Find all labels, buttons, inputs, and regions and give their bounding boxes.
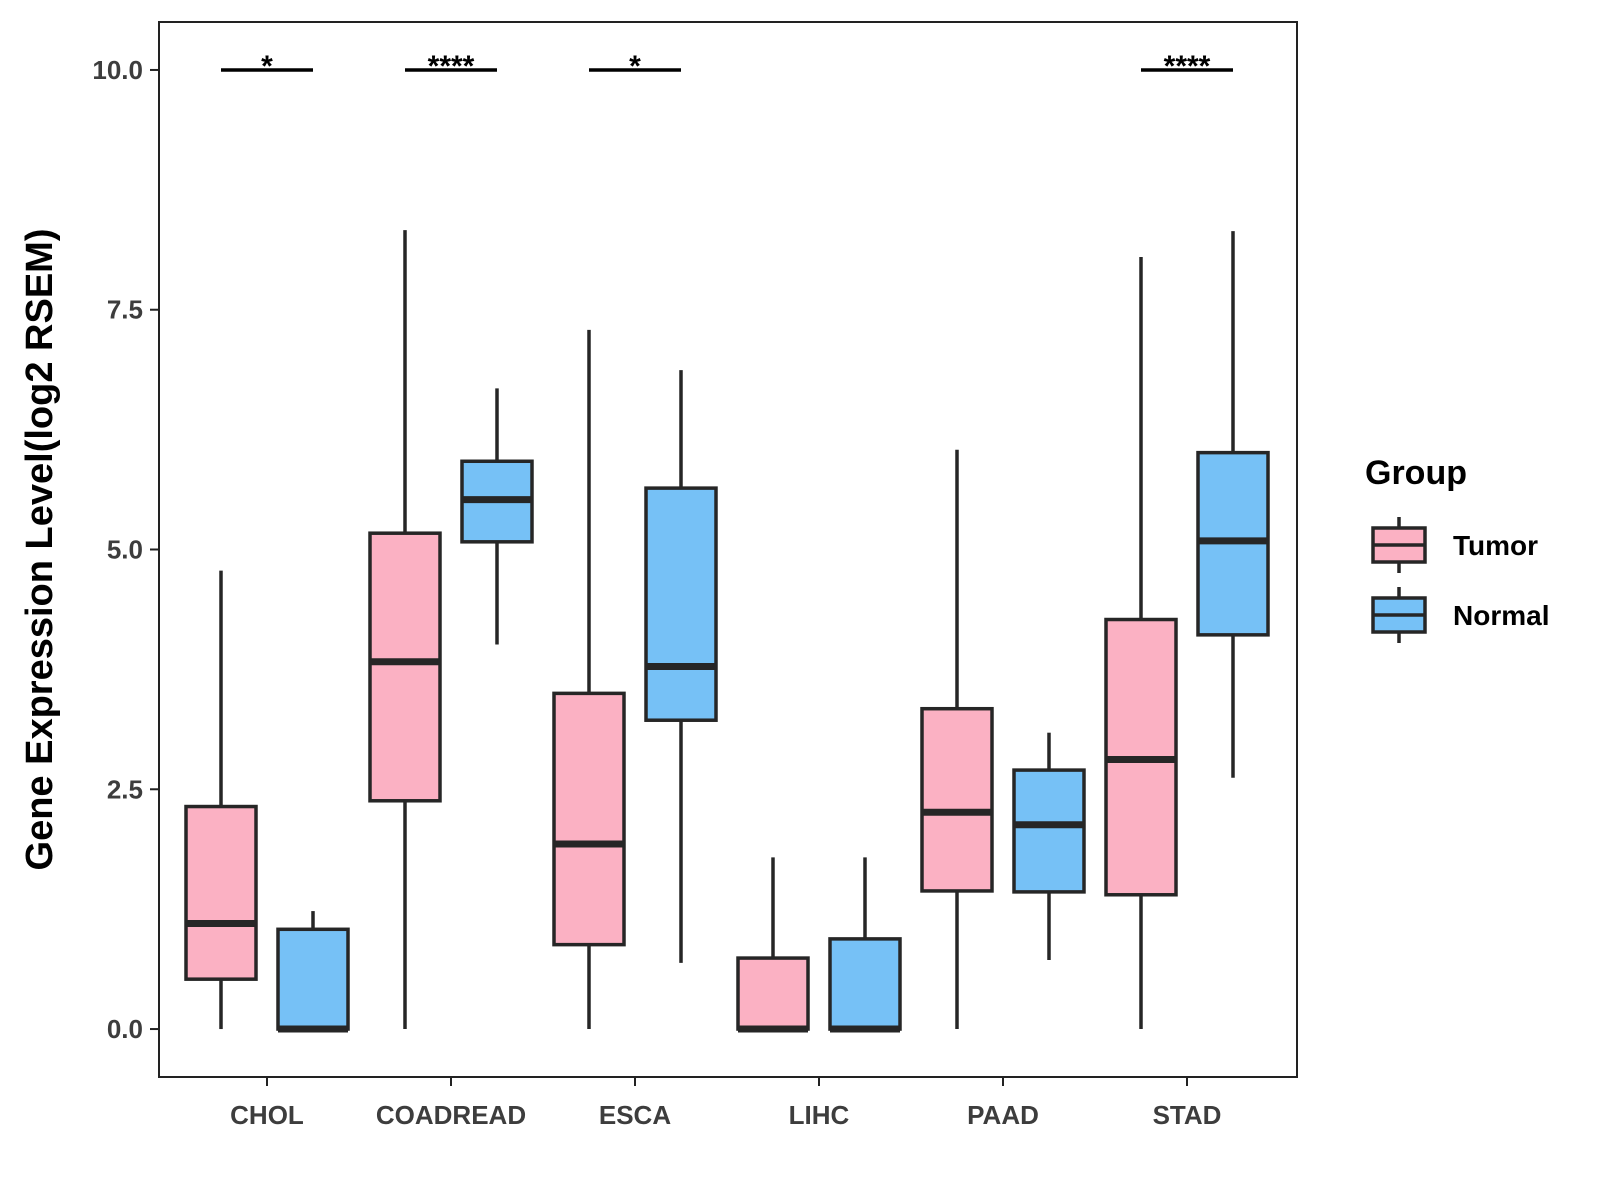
box-normal-esca bbox=[644, 370, 718, 963]
significance-label-esca: * bbox=[629, 50, 641, 83]
box-body bbox=[552, 691, 626, 947]
x-tick-label-esca: ESCA bbox=[599, 1100, 671, 1130]
box-tumor-stad bbox=[1104, 256, 1178, 1030]
box-body bbox=[276, 927, 350, 1031]
box-body bbox=[736, 956, 810, 1031]
legend-label-tumor: Tumor bbox=[1453, 530, 1538, 561]
x-tick-label-stad: STAD bbox=[1153, 1100, 1222, 1130]
box-body bbox=[1012, 768, 1086, 894]
y-axis: 0.0 2.5 5.0 7.5 10.0 bbox=[92, 55, 159, 1044]
box-body bbox=[828, 937, 902, 1031]
significance-layer: * **** * **** bbox=[221, 50, 1233, 83]
legend-label-normal: Normal bbox=[1453, 600, 1549, 631]
x-tick-label-chol: CHOL bbox=[230, 1100, 304, 1130]
x-tick-label-coadread: COADREAD bbox=[376, 1100, 526, 1130]
box-tumor-coadread bbox=[368, 230, 442, 1030]
significance-label-chol: * bbox=[261, 50, 273, 83]
box-normal-paad bbox=[1012, 732, 1086, 960]
y-tick-label: 0.0 bbox=[107, 1014, 143, 1044]
box-normal-stad bbox=[1196, 231, 1270, 778]
legend: Group Tumor Normal bbox=[1365, 454, 1549, 643]
y-tick-label: 7.5 bbox=[107, 295, 143, 325]
y-tick-label: 10.0 bbox=[92, 55, 143, 85]
box-normal-chol bbox=[276, 911, 350, 1033]
y-axis-title: Gene Expression Level(log2 RSEM) bbox=[19, 229, 61, 871]
box-tumor-esca bbox=[552, 329, 626, 1030]
significance-label-coadread: **** bbox=[428, 50, 475, 83]
x-tick-label-paad: PAAD bbox=[967, 1100, 1039, 1130]
box-tumor-lihc bbox=[736, 857, 810, 1033]
box-body bbox=[644, 486, 718, 722]
box-tumor-paad bbox=[920, 449, 994, 1030]
legend-item-normal: Normal bbox=[1371, 587, 1549, 643]
y-tick-label: 2.5 bbox=[107, 774, 143, 804]
box-body bbox=[920, 706, 994, 893]
box-normal-coadread bbox=[460, 388, 534, 645]
legend-item-tumor: Tumor bbox=[1371, 517, 1538, 573]
legend-title: Group bbox=[1365, 454, 1467, 492]
y-tick-label: 5.0 bbox=[107, 535, 143, 565]
box-tumor-chol bbox=[184, 570, 258, 1030]
boxes-layer bbox=[184, 230, 1270, 1033]
x-tick-label-lihc: LIHC bbox=[789, 1100, 850, 1130]
significance-label-stad: **** bbox=[1164, 50, 1211, 83]
box-body bbox=[184, 804, 258, 981]
x-axis: CHOL COADREAD ESCA LIHC PAAD STAD bbox=[230, 1077, 1221, 1130]
box-body bbox=[368, 531, 442, 803]
box-normal-lihc bbox=[828, 857, 902, 1033]
